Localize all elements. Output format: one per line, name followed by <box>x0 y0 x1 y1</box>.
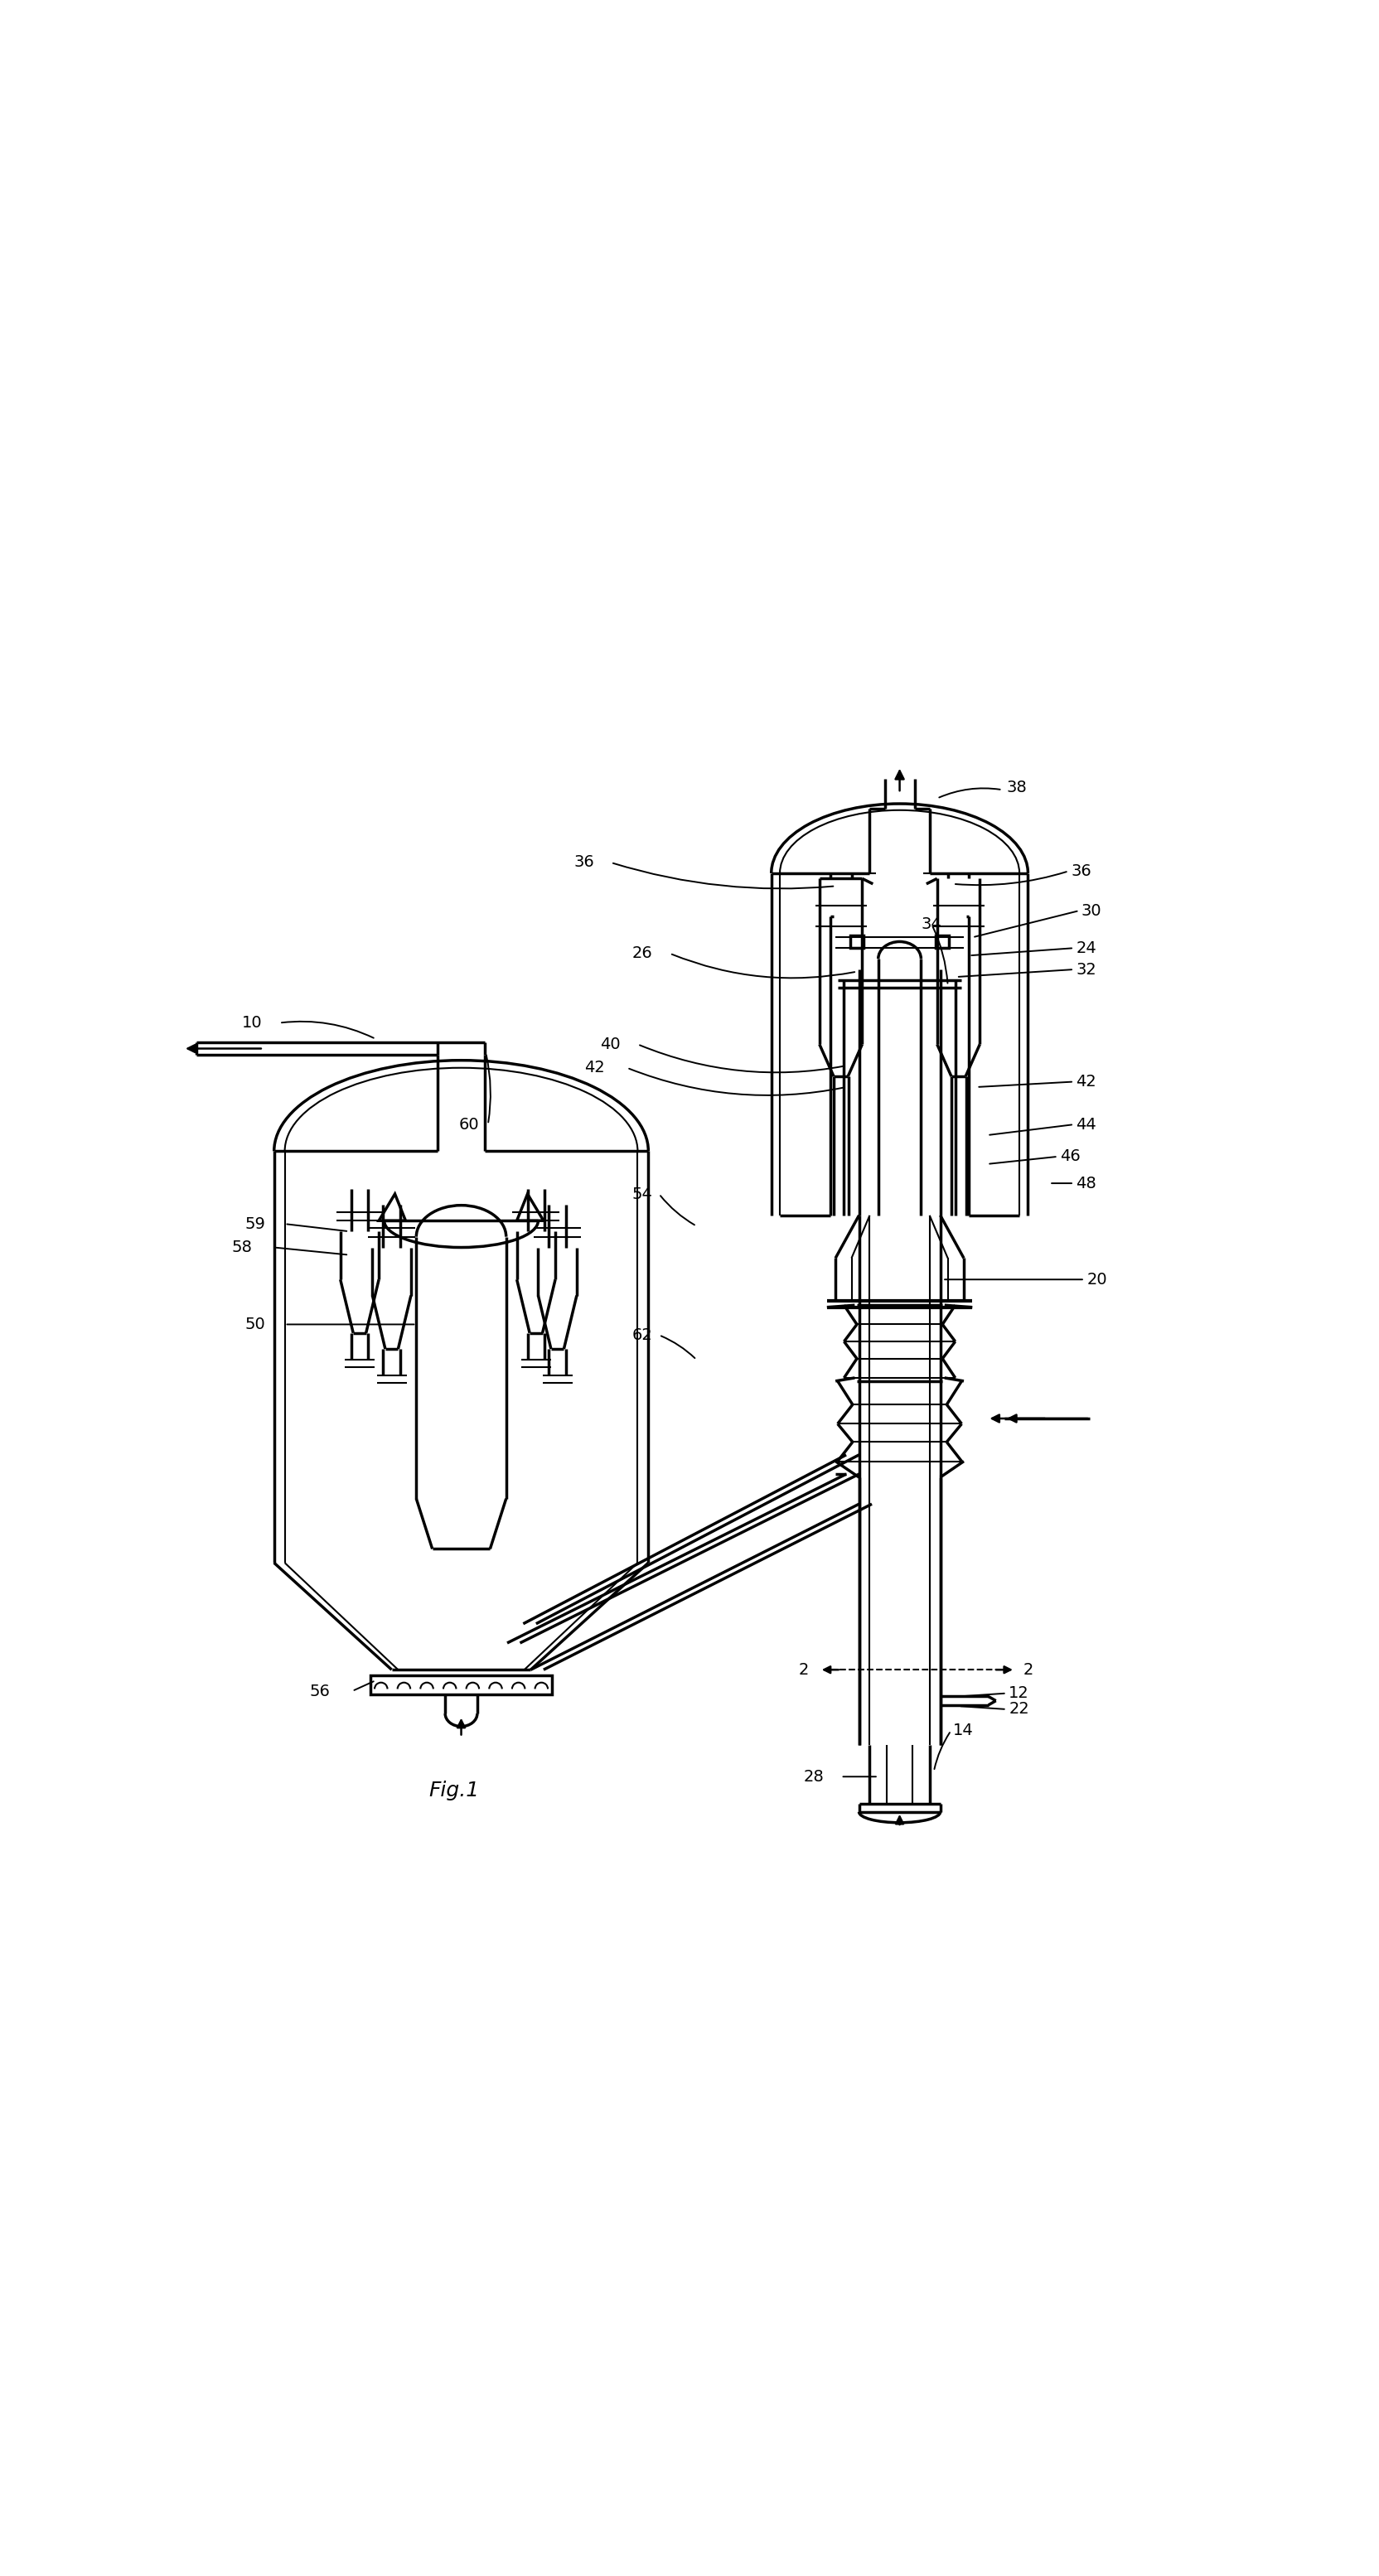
Text: 30: 30 <box>1081 902 1102 920</box>
Bar <box>935 935 949 948</box>
Text: 50: 50 <box>245 1316 266 1332</box>
Text: 62: 62 <box>632 1327 652 1342</box>
Text: 60: 60 <box>459 1115 479 1133</box>
Text: 24: 24 <box>1076 940 1096 956</box>
Text: 36: 36 <box>1070 863 1091 878</box>
Text: 20: 20 <box>1087 1273 1106 1288</box>
Text: 56: 56 <box>309 1682 330 1700</box>
Text: 58: 58 <box>232 1239 252 1255</box>
Text: 34: 34 <box>921 917 940 933</box>
Text: 36: 36 <box>574 855 593 871</box>
Text: Fig.1: Fig.1 <box>429 1780 480 1801</box>
Text: 40: 40 <box>600 1036 621 1051</box>
Text: 28: 28 <box>803 1770 823 1785</box>
Text: 2: 2 <box>1022 1662 1033 1677</box>
Text: 44: 44 <box>1076 1115 1096 1133</box>
Text: 14: 14 <box>953 1723 974 1739</box>
Text: 10: 10 <box>241 1015 262 1030</box>
Text: 48: 48 <box>1076 1175 1096 1190</box>
Text: 59: 59 <box>245 1216 266 1231</box>
Text: 32: 32 <box>1076 961 1096 976</box>
Text: 2: 2 <box>798 1662 808 1677</box>
Text: 42: 42 <box>583 1059 604 1077</box>
Text: 38: 38 <box>1007 781 1026 796</box>
Text: 26: 26 <box>632 945 652 961</box>
Text: 42: 42 <box>1076 1074 1096 1090</box>
Bar <box>849 935 863 948</box>
Text: 22: 22 <box>1008 1700 1029 1718</box>
Text: 54: 54 <box>632 1185 652 1203</box>
Bar <box>370 1674 552 1695</box>
Text: 46: 46 <box>1059 1149 1080 1164</box>
Text: 12: 12 <box>1008 1685 1029 1700</box>
